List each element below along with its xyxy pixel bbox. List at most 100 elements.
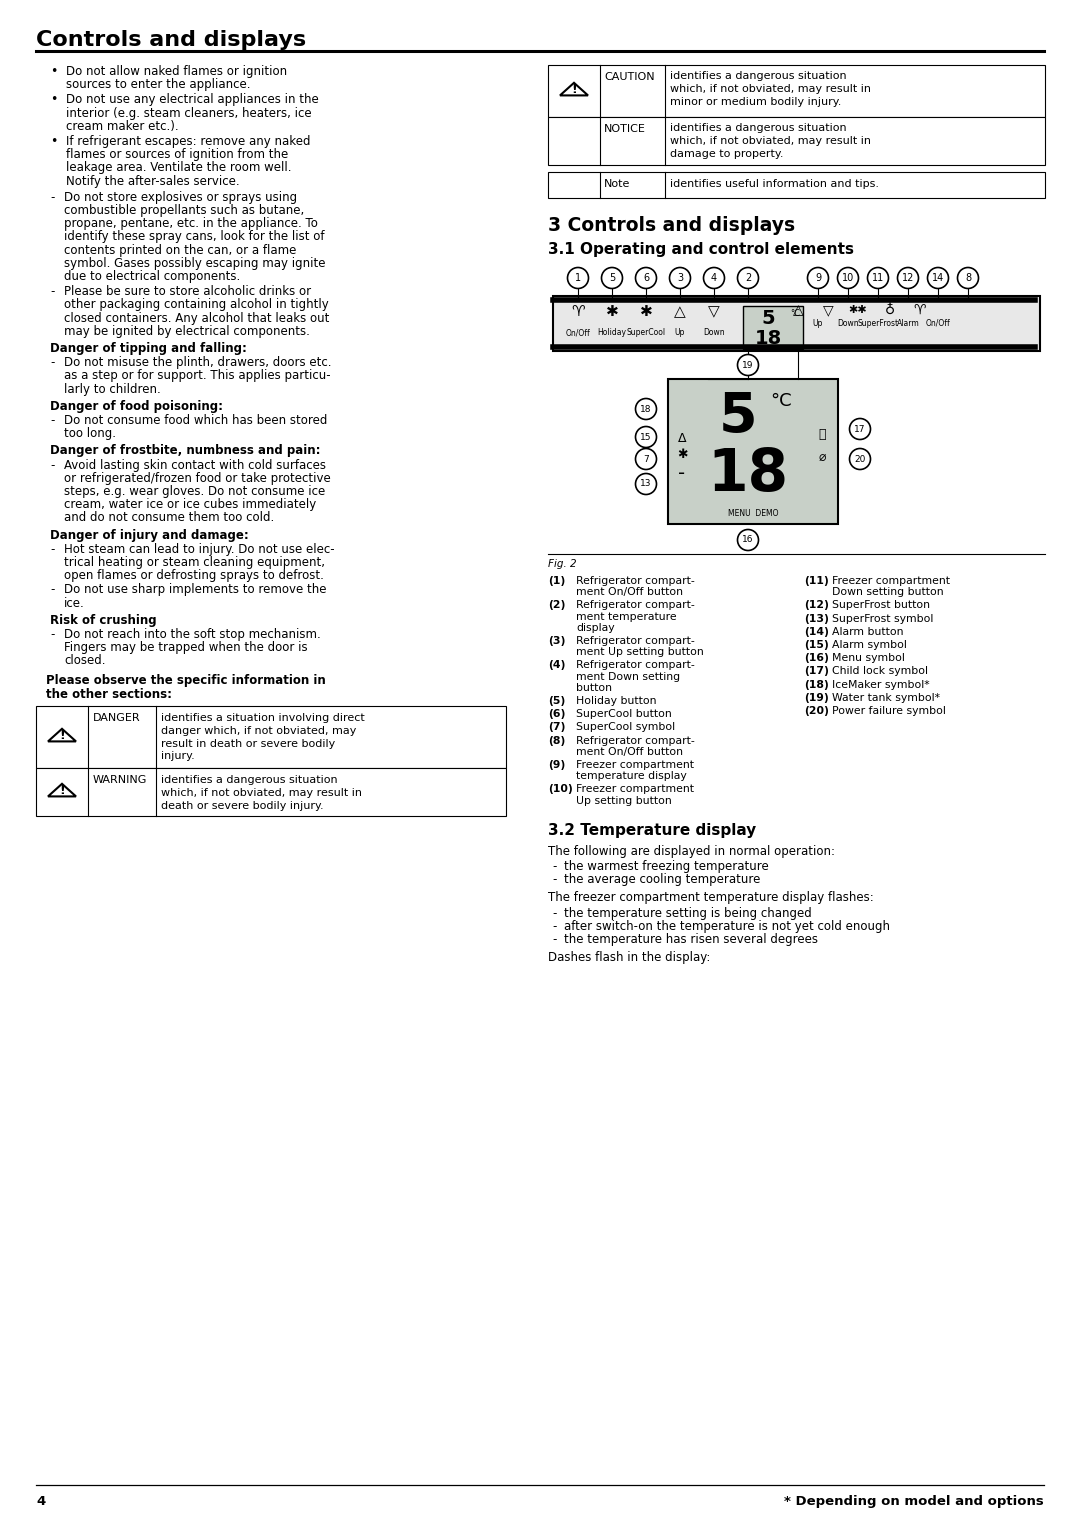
Text: ♈: ♈ (571, 304, 584, 319)
Text: identifies a dangerous situation
which, if not obviated, may result in
death or : identifies a dangerous situation which, … (161, 776, 362, 811)
Text: 16: 16 (742, 536, 754, 545)
Text: ✱✱: ✱✱ (849, 305, 867, 315)
Text: MENU  DEMO: MENU DEMO (728, 510, 779, 519)
Text: after switch-on the temperature is not yet cold enough: after switch-on the temperature is not y… (564, 919, 890, 933)
Text: identifies a dangerous situation
which, if not obviated, may result in
damage to: identifies a dangerous situation which, … (670, 124, 870, 159)
Text: ment Down setting: ment Down setting (576, 672, 680, 681)
Text: SuperCool symbol: SuperCool symbol (576, 722, 675, 733)
Text: °C: °C (770, 392, 792, 411)
Text: 13: 13 (640, 479, 651, 489)
Text: Freezer compartment: Freezer compartment (576, 760, 694, 770)
Text: the temperature has risen several degrees: the temperature has risen several degree… (564, 933, 818, 947)
Text: ⌀: ⌀ (819, 450, 826, 464)
Text: Controls and displays: Controls and displays (36, 31, 306, 50)
Text: (20): (20) (804, 705, 828, 716)
Text: * Depending on model and options: * Depending on model and options (784, 1495, 1044, 1509)
Text: Danger of food poisoning:: Danger of food poisoning: (50, 400, 222, 412)
Text: trical heating or steam cleaning equipment,: trical heating or steam cleaning equipme… (64, 556, 325, 570)
Text: -: - (50, 458, 54, 472)
Text: cream, water ice or ice cubes immediately: cream, water ice or ice cubes immediatel… (64, 498, 316, 512)
Circle shape (738, 530, 758, 551)
Text: 5: 5 (609, 273, 616, 282)
Text: SuperFrost symbol: SuperFrost symbol (832, 614, 933, 623)
Circle shape (670, 267, 690, 289)
Text: (13): (13) (804, 614, 828, 623)
Text: (4): (4) (548, 660, 565, 670)
Text: SuperCool: SuperCool (626, 328, 665, 337)
Circle shape (850, 418, 870, 440)
Text: combustible propellants such as butane,: combustible propellants such as butane, (64, 205, 305, 217)
Text: DANGER: DANGER (93, 713, 140, 722)
Text: 11: 11 (872, 273, 885, 282)
Text: the other sections:: the other sections: (46, 687, 172, 701)
Text: Note: Note (604, 179, 631, 189)
Text: Refrigerator compart-: Refrigerator compart- (576, 660, 694, 670)
Text: (16): (16) (804, 654, 828, 663)
Text: °C: °C (789, 308, 800, 318)
Text: and do not consume them too cold.: and do not consume them too cold. (64, 512, 274, 524)
Bar (743, 305, 804, 350)
Text: 6: 6 (643, 273, 649, 282)
Text: △: △ (674, 304, 686, 319)
Text: (18): (18) (804, 680, 828, 690)
Text: ment Up setting button: ment Up setting button (576, 647, 704, 657)
Text: (3): (3) (548, 637, 565, 646)
Text: (8): (8) (548, 736, 565, 745)
Text: CAUTION: CAUTION (604, 72, 654, 82)
Text: ♈: ♈ (914, 302, 927, 318)
Text: Alarm: Alarm (896, 319, 919, 327)
Text: On/Off: On/Off (926, 319, 950, 327)
Circle shape (837, 267, 859, 289)
Text: -: - (552, 860, 556, 873)
Text: Do not store explosives or sprays using: Do not store explosives or sprays using (64, 191, 297, 203)
Text: WARNING: WARNING (93, 776, 147, 785)
Text: Do not consume food which has been stored: Do not consume food which has been store… (64, 414, 327, 428)
Text: Fig. 2: Fig. 2 (548, 559, 577, 570)
Text: Danger of tipping and falling:: Danger of tipping and falling: (50, 342, 247, 354)
Text: If refrigerant escapes: remove any naked: If refrigerant escapes: remove any naked (66, 134, 311, 148)
Text: closed.: closed. (64, 655, 106, 667)
Text: 15: 15 (640, 432, 651, 441)
Text: leakage area. Ventilate the room well.: leakage area. Ventilate the room well. (66, 162, 292, 174)
Text: 3: 3 (677, 273, 683, 282)
Text: (10): (10) (548, 785, 572, 794)
Text: ✱: ✱ (677, 449, 687, 461)
Text: ✱: ✱ (639, 304, 652, 319)
Text: Up setting button: Up setting button (576, 796, 672, 806)
Text: 4: 4 (36, 1495, 45, 1509)
Text: Do not misuse the plinth, drawers, doors etc.: Do not misuse the plinth, drawers, doors… (64, 356, 332, 370)
Text: 5: 5 (718, 389, 757, 444)
Text: Down setting button: Down setting button (832, 588, 944, 597)
Text: NOTICE: NOTICE (604, 124, 646, 134)
Text: 8: 8 (964, 273, 971, 282)
Text: identifies useful information and tips.: identifies useful information and tips. (670, 179, 879, 189)
Text: •: • (50, 93, 57, 107)
Text: 17: 17 (854, 425, 866, 434)
Text: Refrigerator compart-: Refrigerator compart- (576, 600, 694, 611)
Text: 12: 12 (902, 273, 914, 282)
Text: Do not use any electrical appliances in the: Do not use any electrical appliances in … (66, 93, 319, 107)
Text: -: - (50, 542, 54, 556)
Text: -: - (50, 414, 54, 428)
Text: open flames or defrosting sprays to defrost.: open flames or defrosting sprays to defr… (64, 570, 324, 582)
Text: (7): (7) (548, 722, 565, 733)
Text: (19): (19) (804, 693, 828, 702)
Text: 18: 18 (707, 446, 788, 502)
Text: sources to enter the appliance.: sources to enter the appliance. (66, 78, 251, 92)
Text: ment On/Off button: ment On/Off button (576, 588, 683, 597)
Text: propane, pentane, etc. in the appliance. To: propane, pentane, etc. in the appliance.… (64, 217, 318, 231)
Text: (17): (17) (804, 666, 828, 676)
Text: -: - (678, 464, 686, 483)
Text: (1): (1) (548, 576, 565, 586)
Text: Risk of crushing: Risk of crushing (50, 614, 157, 626)
Text: On/Off: On/Off (566, 328, 591, 337)
Text: Refrigerator compart-: Refrigerator compart- (576, 576, 694, 586)
Text: display: display (576, 623, 615, 632)
Text: other packaging containing alcohol in tightly: other packaging containing alcohol in ti… (64, 298, 328, 312)
Text: -: - (552, 919, 556, 933)
Text: 3.2 Temperature display: 3.2 Temperature display (548, 823, 756, 838)
Circle shape (928, 267, 948, 289)
Text: 3 Controls and displays: 3 Controls and displays (548, 215, 795, 235)
Text: !: ! (59, 728, 65, 742)
Text: button: button (576, 683, 612, 693)
